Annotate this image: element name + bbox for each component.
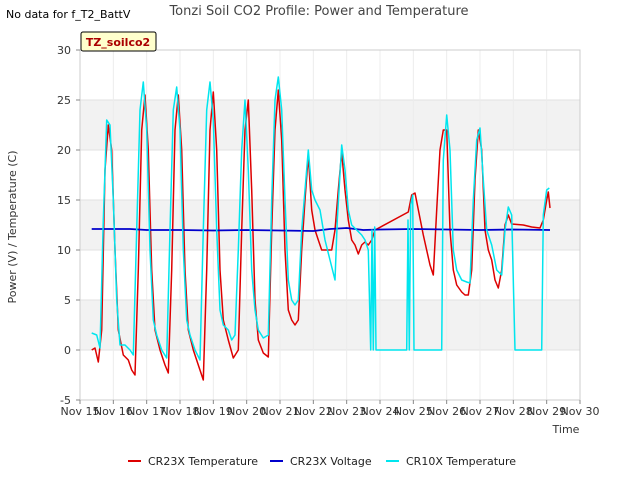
x-tick-label: Nov 15 [61, 405, 100, 418]
series-layer [91, 76, 551, 381]
y-tick-label: 0 [64, 344, 71, 357]
badge-box [80, 31, 157, 52]
x-tick-label: Nov 29 [527, 405, 566, 418]
y-tick-label: 20 [57, 144, 71, 157]
x-tick-label: Nov 23 [327, 405, 366, 418]
legend-label: CR23X Temperature [148, 455, 258, 468]
x-tick-label: Nov 16 [94, 405, 133, 418]
chart-title: Tonzi Soil CO2 Profile: Power and Temper… [168, 4, 468, 19]
grid-band [80, 200, 580, 250]
y-tick-label: 10 [57, 244, 71, 257]
series-line-0 [91, 89, 551, 381]
x-axis-label: Time [552, 423, 580, 436]
x-tick-label: Nov 27 [461, 405, 500, 418]
x-tick-label: Nov 22 [294, 405, 333, 418]
y-axis-label: Power (V) / Temperature (C) [6, 150, 19, 303]
x-tick-label: Nov 20 [227, 405, 266, 418]
grid-band [80, 100, 580, 150]
series-line-1 [91, 227, 551, 232]
y-tick-label: -5 [60, 394, 71, 407]
x-tick-label: Nov 25 [394, 405, 433, 418]
grid-band [80, 300, 580, 350]
legend-label: CR23X Voltage [290, 455, 372, 468]
no-data-note: No data for f_T2_BattV [6, 8, 131, 21]
legend-label: CR10X Temperature [406, 455, 516, 468]
y-tick-label: 5 [64, 294, 71, 307]
y-tick-label: 25 [57, 94, 71, 107]
x-tick-label: Nov 17 [127, 405, 166, 418]
x-tick-label: Nov 24 [361, 405, 400, 418]
badge: TZ_soilco2 [80, 31, 157, 52]
series-line-2 [91, 76, 550, 361]
x-tick-label: Nov 19 [194, 405, 233, 418]
x-tick-label: Nov 21 [261, 405, 300, 418]
x-tick-label: Nov 28 [494, 405, 533, 418]
x-tick-label: Nov 26 [427, 405, 466, 418]
x-tick-label: Nov 18 [161, 405, 200, 418]
y-tick-label: 15 [57, 194, 71, 207]
legend: CR23X Temperature CR23X Voltage CR10X Temp… [128, 455, 516, 468]
x-tick-label: Nov 30 [561, 405, 600, 418]
plot-frame [79, 49, 581, 401]
y-tick-label: 30 [57, 44, 71, 57]
badge-label: TZ_soilco2 [86, 36, 150, 49]
